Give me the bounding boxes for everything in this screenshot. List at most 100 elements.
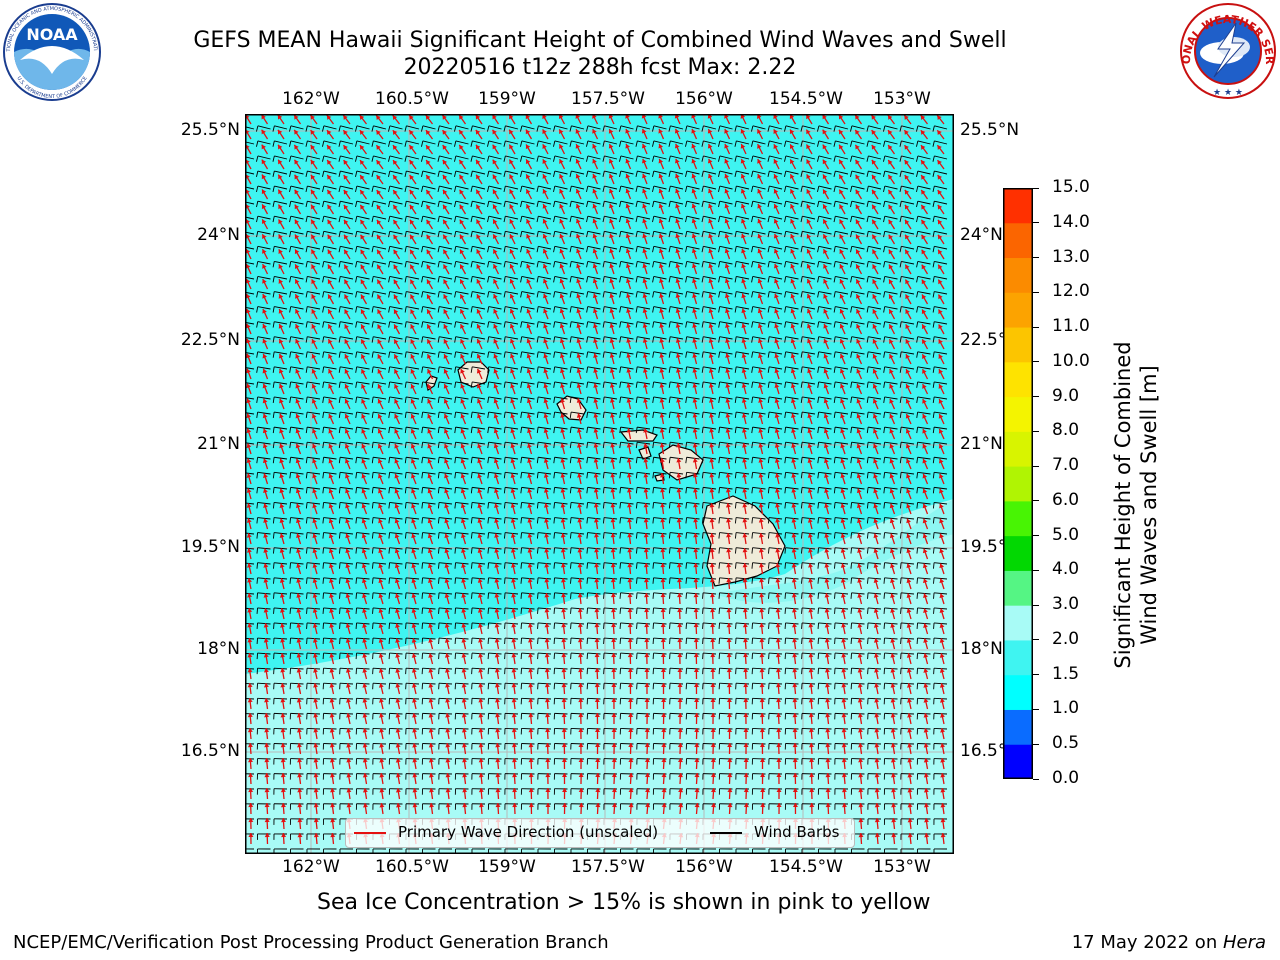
wind-barb — [521, 230, 535, 235]
wind-barb — [587, 291, 601, 295]
nws-logo: NATIONAL WEATHER SERVICE ★ ★ ★ — [1178, 1, 1276, 99]
wave-arrow-head — [409, 189, 415, 195]
wave-arrow-head — [839, 219, 844, 225]
wind-barb — [851, 260, 865, 265]
wind-barb-flag — [734, 246, 737, 253]
wave-arrow-head — [724, 203, 730, 209]
wind-barb — [653, 125, 667, 130]
wind-barb — [884, 260, 898, 265]
wave-arrow-head — [460, 294, 465, 299]
wind-barb-flag — [800, 185, 803, 193]
wind-barb-flag — [899, 231, 902, 238]
wave-arrow-head — [509, 144, 514, 150]
wave-arrow-head — [938, 294, 943, 300]
wave-arrow-head — [261, 189, 267, 195]
wave-arrow-head — [526, 204, 531, 209]
wave-arrow-head — [392, 115, 398, 121]
wind-barb — [323, 125, 337, 130]
wind-barb-flag — [767, 261, 770, 268]
wind-barb-flag — [470, 276, 473, 283]
wind-barb-flag — [817, 231, 820, 238]
wave-arrow-head — [592, 144, 597, 149]
wave-arrow-head — [658, 248, 664, 254]
wave-arrow-head — [642, 173, 647, 179]
wave-arrow-head — [609, 188, 614, 194]
wind-barb-flag — [850, 140, 853, 147]
wave-arrow-head — [559, 129, 564, 134]
wind-barb-flag — [487, 261, 490, 268]
wave-arrow-head — [872, 264, 877, 270]
wave-arrow-head — [724, 143, 729, 149]
wind-barb — [736, 140, 750, 145]
wind-barb — [587, 155, 601, 160]
wind-barb-flag — [404, 170, 407, 177]
wind-barb-flag — [503, 185, 506, 193]
wave-arrow-head — [904, 204, 910, 210]
wind-barb-flag — [784, 140, 787, 147]
wave-arrow-head — [459, 144, 464, 150]
wind-barb — [653, 140, 667, 145]
wind-barb-flag — [800, 201, 803, 208]
wind-barb-flag — [536, 170, 539, 177]
wind-barb — [802, 125, 816, 130]
wind-barb-flag — [421, 201, 424, 208]
wave-arrow-head — [443, 219, 448, 225]
wind-barb-flag — [305, 201, 308, 208]
wind-barb-flag — [338, 140, 341, 147]
wave-arrow-head — [409, 160, 414, 165]
wave-arrow-head — [509, 249, 515, 254]
wind-barb-flag — [520, 170, 523, 177]
wind-barb — [719, 230, 733, 235]
wind-barb-flag — [569, 140, 572, 147]
wind-barb — [670, 155, 684, 160]
wave-arrow-head — [245, 308, 251, 314]
wind-barb-flag — [932, 231, 935, 238]
wave-arrow-head — [392, 145, 398, 150]
wave-arrow-head — [691, 158, 697, 164]
wind-barb — [422, 245, 436, 250]
wind-barb — [323, 291, 337, 295]
wind-barb — [571, 306, 585, 310]
wind-barb-flag — [602, 155, 605, 162]
wind-barb-flag — [586, 155, 589, 162]
wind-barb-flag — [355, 547, 358, 554]
wind-barb — [802, 291, 816, 295]
wind-barb — [818, 125, 832, 130]
wind-barb — [851, 155, 865, 160]
wind-barb-flag — [338, 170, 341, 177]
wave-arrow-head — [476, 159, 481, 165]
wind-barb-flag — [536, 547, 539, 554]
wind-barb-flag — [619, 306, 622, 313]
wind-barb-flag — [388, 231, 391, 238]
wind-barb-flag — [453, 125, 457, 132]
wind-barb — [835, 200, 849, 205]
wind-barb — [604, 215, 618, 220]
wind-barb-flag — [685, 185, 688, 193]
wind-barb — [620, 185, 634, 190]
wind-barb-flag — [916, 201, 919, 208]
wind-barb-flag — [388, 155, 391, 162]
wind-barb — [439, 185, 453, 190]
wave-arrow-head — [855, 144, 860, 150]
wave-arrow-head — [294, 204, 300, 210]
wind-barb-flag — [734, 291, 737, 298]
chart-title: GEFS MEAN Hawaii Significant Height of C… — [193, 28, 1007, 53]
wave-arrow-head — [691, 173, 697, 179]
wave-arrow-head — [921, 249, 926, 255]
wind-barb-flag — [619, 291, 622, 298]
wind-barb-flag — [321, 125, 325, 132]
wind-barb-flag — [750, 125, 754, 132]
wind-barb — [769, 276, 783, 280]
wind-barb-flag — [701, 140, 704, 147]
wind-barb — [752, 245, 766, 250]
wind-barb — [604, 155, 618, 160]
wave-arrow-head — [790, 248, 795, 254]
wind-barb-flag — [751, 185, 754, 193]
wave-arrow-head — [559, 263, 565, 269]
wind-barb-flag — [420, 125, 424, 132]
wind-barb-flag — [734, 185, 737, 193]
wind-barb-flag — [553, 306, 556, 313]
wave-arrow-head — [542, 219, 548, 224]
wind-barb-flag — [305, 216, 308, 223]
wind-barb-flag — [734, 261, 737, 268]
